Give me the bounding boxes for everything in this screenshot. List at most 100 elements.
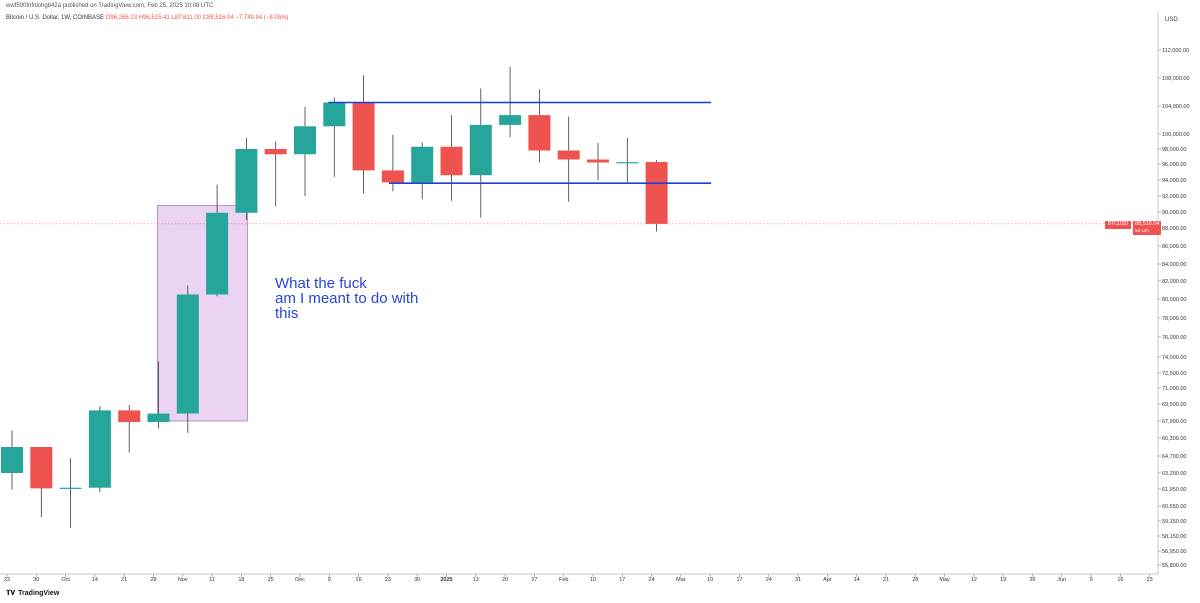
candle-body xyxy=(147,413,170,423)
time-axis-label: 21 xyxy=(883,577,889,583)
price-axis-label: 69,500.00 xyxy=(1162,402,1186,408)
price-axis-label: 71,000.00 xyxy=(1162,386,1186,392)
brand-label: TradingView xyxy=(18,590,60,597)
candle-body xyxy=(616,162,639,164)
time-axis-label: 13 xyxy=(473,577,479,583)
symbol-legend: Bitcoin / U.S. Dollar, 1W, COINBASE O96,… xyxy=(6,15,288,21)
candle-body xyxy=(88,410,111,488)
price-axis-label: 58,150.00 xyxy=(1162,534,1186,540)
published-caption: wwf590fnfnlohgb42a published on TradingV… xyxy=(6,3,214,9)
price-axis-label: 63,200.00 xyxy=(1162,471,1186,477)
highlight-box xyxy=(157,205,248,422)
ohlc-values: O96,266.23 H96,515.41 L87,611.00 C88,516… xyxy=(105,15,289,21)
price-axis-label: 104,000.00 xyxy=(1162,104,1190,110)
candle-body xyxy=(557,150,580,160)
candle-body xyxy=(235,149,258,213)
time-axis-label: 9 xyxy=(328,577,331,583)
price-axis-label: 82,000.00 xyxy=(1162,279,1186,285)
time-axis-label: 16 xyxy=(1117,577,1123,583)
time-axis-label: 23 xyxy=(1147,577,1153,583)
candle-body xyxy=(323,102,346,127)
price-axis-label: 74,000.00 xyxy=(1162,355,1186,361)
price-axis-label: 86,000.00 xyxy=(1162,244,1186,250)
symbol-name: Bitcoin / U.S. Dollar, 1W, COINBASE xyxy=(6,15,105,21)
time-axis-label: 25 xyxy=(268,577,274,583)
price-axis-label: 98,000.00 xyxy=(1162,147,1186,153)
time-axis-label: 26 xyxy=(1029,577,1035,583)
tradingview-logo-icon: 𝐓𝐕 xyxy=(6,590,16,597)
price-axis-label: 66,300.00 xyxy=(1162,436,1186,442)
candle-body xyxy=(499,115,522,125)
candle-body xyxy=(469,124,492,176)
time-axis-label: Apr xyxy=(823,577,832,583)
time-axis-label: 2025 xyxy=(440,577,452,583)
time-axis-label: 14 xyxy=(92,577,98,583)
time-axis-label: 9 xyxy=(1090,577,1093,583)
candle-body xyxy=(645,162,668,224)
candle-body xyxy=(411,146,434,183)
annotation-line-1: What the fuck xyxy=(275,275,367,292)
time-axis-label: Oct xyxy=(61,577,70,583)
candle-body xyxy=(30,447,53,489)
text-annotation[interactable]: What the fuck am I meant to do with this xyxy=(275,276,465,321)
annotation-line-3: this xyxy=(275,305,299,322)
candle-body xyxy=(352,102,375,171)
price-axis-label: 56,950.00 xyxy=(1162,549,1186,555)
price-axis-label: 60,550.00 xyxy=(1162,504,1186,510)
last-price-symbol: BTCUSD xyxy=(1105,221,1131,229)
candle-body xyxy=(294,126,316,155)
candle-body xyxy=(440,146,463,176)
time-axis-label: 10 xyxy=(590,577,596,583)
time-axis-label: 28 xyxy=(150,577,156,583)
time-axis-label: 30 xyxy=(33,577,39,583)
time-axis-label: 30 xyxy=(414,577,420,583)
price-axis-label: 112,000.00 xyxy=(1162,48,1189,54)
time-axis-label: 27 xyxy=(531,577,537,583)
candle-body xyxy=(264,149,287,155)
time-axis-label: 19 xyxy=(1000,577,1006,583)
price-axis-label: 88,000.00 xyxy=(1162,226,1186,232)
time-axis-label: 14 xyxy=(854,577,860,583)
time-axis-label: 16 xyxy=(356,577,362,583)
price-axis-label: 55,800.00 xyxy=(1162,563,1186,569)
candle-body xyxy=(59,487,82,489)
candle-body xyxy=(528,115,551,151)
time-axis-label: Mar xyxy=(676,577,686,583)
time-axis-label: Jun xyxy=(1057,577,1066,583)
candle-body xyxy=(176,294,199,414)
price-axis-label: 90,000.00 xyxy=(1162,210,1186,216)
time-axis-label: 17 xyxy=(619,577,625,583)
candle-body xyxy=(587,159,609,163)
time-axis-label: 24 xyxy=(766,577,772,583)
price-axis-label: 76,000.00 xyxy=(1162,335,1186,341)
time-axis-label: 23 xyxy=(4,577,10,583)
price-axis-label: 64,700.00 xyxy=(1162,454,1186,460)
time-axis-label: 18 xyxy=(238,577,244,583)
candle-body xyxy=(381,170,404,183)
bar-countdown: 5d 14h xyxy=(1135,228,1149,233)
time-axis-label: 11 xyxy=(209,577,215,583)
time-axis-label: 12 xyxy=(971,577,977,583)
time-axis-label: Nov xyxy=(178,577,188,583)
time-axis-label: 20 xyxy=(502,577,508,583)
currency-label[interactable]: USD xyxy=(1165,17,1178,23)
last-price-value: 88,516.04 xyxy=(1135,221,1160,227)
time-axis-label: 28 xyxy=(912,577,918,583)
tradingview-brand[interactable]: 𝐓𝐕 TradingView xyxy=(6,590,59,598)
time-axis-label: Dec xyxy=(295,577,305,583)
candle-body xyxy=(1,447,23,473)
annotation-line-2: am I meant to do with xyxy=(275,290,419,307)
price-axis-label: 72,500.00 xyxy=(1162,371,1186,377)
price-axis-label: 67,900.00 xyxy=(1162,419,1186,425)
price-axis-label: 59,150.00 xyxy=(1162,519,1186,525)
time-axis-label: 10 xyxy=(707,577,713,583)
price-axis-label: 84,000.00 xyxy=(1162,262,1186,268)
price-axis-label: 108,000.00 xyxy=(1162,76,1190,82)
time-axis-label: 24 xyxy=(649,577,655,583)
time-axis-label: 23 xyxy=(385,577,391,583)
price-axis-label: 96,000.00 xyxy=(1162,162,1186,168)
candle-body xyxy=(118,410,141,423)
time-axis-label: 17 xyxy=(736,577,742,583)
time-axis-label: 31 xyxy=(795,577,801,583)
